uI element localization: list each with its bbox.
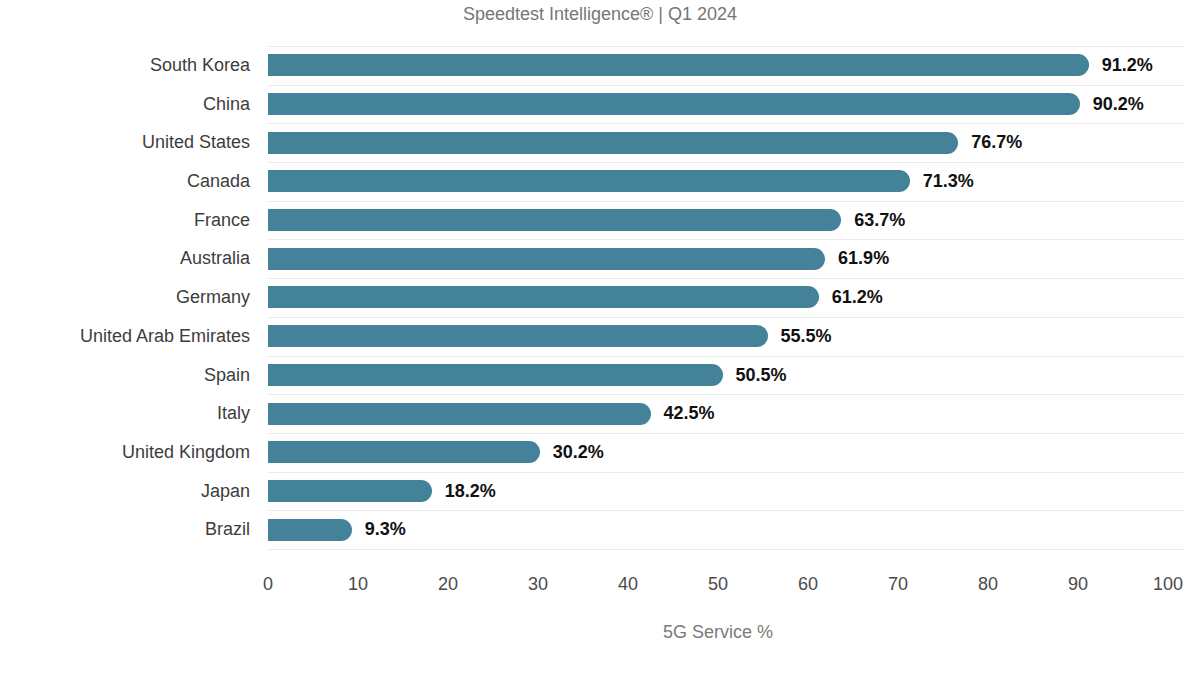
- gridline: [268, 317, 1185, 318]
- gridline: [268, 356, 1185, 357]
- gridline: [268, 278, 1185, 279]
- category-label: United Kingdom: [0, 433, 250, 472]
- gridline: [268, 201, 1185, 202]
- x-tick-label: 40: [598, 574, 658, 594]
- category-label: Italy: [0, 394, 250, 433]
- value-label: 9.3%: [365, 510, 406, 549]
- value-label: 91.2%: [1102, 46, 1153, 85]
- bar: [268, 170, 910, 192]
- value-label: 61.2%: [832, 278, 883, 317]
- x-tick-label: 0: [238, 574, 298, 594]
- category-label: Spain: [0, 356, 250, 395]
- x-tick-label: 30: [508, 574, 568, 594]
- x-tick-label: 100: [1138, 574, 1198, 594]
- gridline: [268, 46, 1185, 47]
- bar: [268, 248, 825, 270]
- gridline: [268, 239, 1185, 240]
- category-label: United States: [0, 123, 250, 162]
- bar: [268, 93, 1080, 115]
- x-tick-label: 90: [1048, 574, 1108, 594]
- bar: [268, 54, 1089, 76]
- value-label: 76.7%: [971, 123, 1022, 162]
- gridline: [268, 433, 1185, 434]
- gridline: [268, 394, 1185, 395]
- category-label: Japan: [0, 472, 250, 511]
- x-tick-label: 10: [328, 574, 388, 594]
- category-label: Brazil: [0, 510, 250, 549]
- category-label: Australia: [0, 239, 250, 278]
- bar-chart: Speedtest Intelligence® | Q1 2024 South …: [0, 0, 1200, 675]
- gridline: [268, 85, 1185, 86]
- bar: [268, 519, 352, 541]
- value-label: 18.2%: [445, 472, 496, 511]
- value-label: 55.5%: [781, 317, 832, 356]
- bar: [268, 325, 768, 347]
- value-label: 61.9%: [838, 239, 889, 278]
- x-axis-label: 5G Service %: [268, 622, 1168, 642]
- x-tick-label: 20: [418, 574, 478, 594]
- x-tick-label: 70: [868, 574, 928, 594]
- bar: [268, 403, 651, 425]
- value-label: 63.7%: [854, 201, 905, 240]
- value-label: 50.5%: [736, 356, 787, 395]
- bar: [268, 132, 958, 154]
- bar: [268, 441, 540, 463]
- bar: [268, 480, 432, 502]
- category-label: South Korea: [0, 46, 250, 85]
- category-label: Canada: [0, 162, 250, 201]
- x-tick-label: 50: [688, 574, 748, 594]
- chart-subtitle: Speedtest Intelligence® | Q1 2024: [0, 3, 1200, 25]
- value-label: 71.3%: [923, 162, 974, 201]
- x-tick-label: 80: [958, 574, 1018, 594]
- gridline: [268, 549, 1185, 550]
- category-label: France: [0, 201, 250, 240]
- value-label: 30.2%: [553, 433, 604, 472]
- gridline: [268, 472, 1185, 473]
- value-label: 90.2%: [1093, 85, 1144, 124]
- bar: [268, 286, 819, 308]
- category-label: Germany: [0, 278, 250, 317]
- gridline: [268, 123, 1185, 124]
- bar: [268, 364, 723, 386]
- category-label: China: [0, 85, 250, 124]
- category-label: United Arab Emirates: [0, 317, 250, 356]
- gridline: [268, 162, 1185, 163]
- bar: [268, 209, 841, 231]
- value-label: 42.5%: [664, 394, 715, 433]
- x-tick-label: 60: [778, 574, 838, 594]
